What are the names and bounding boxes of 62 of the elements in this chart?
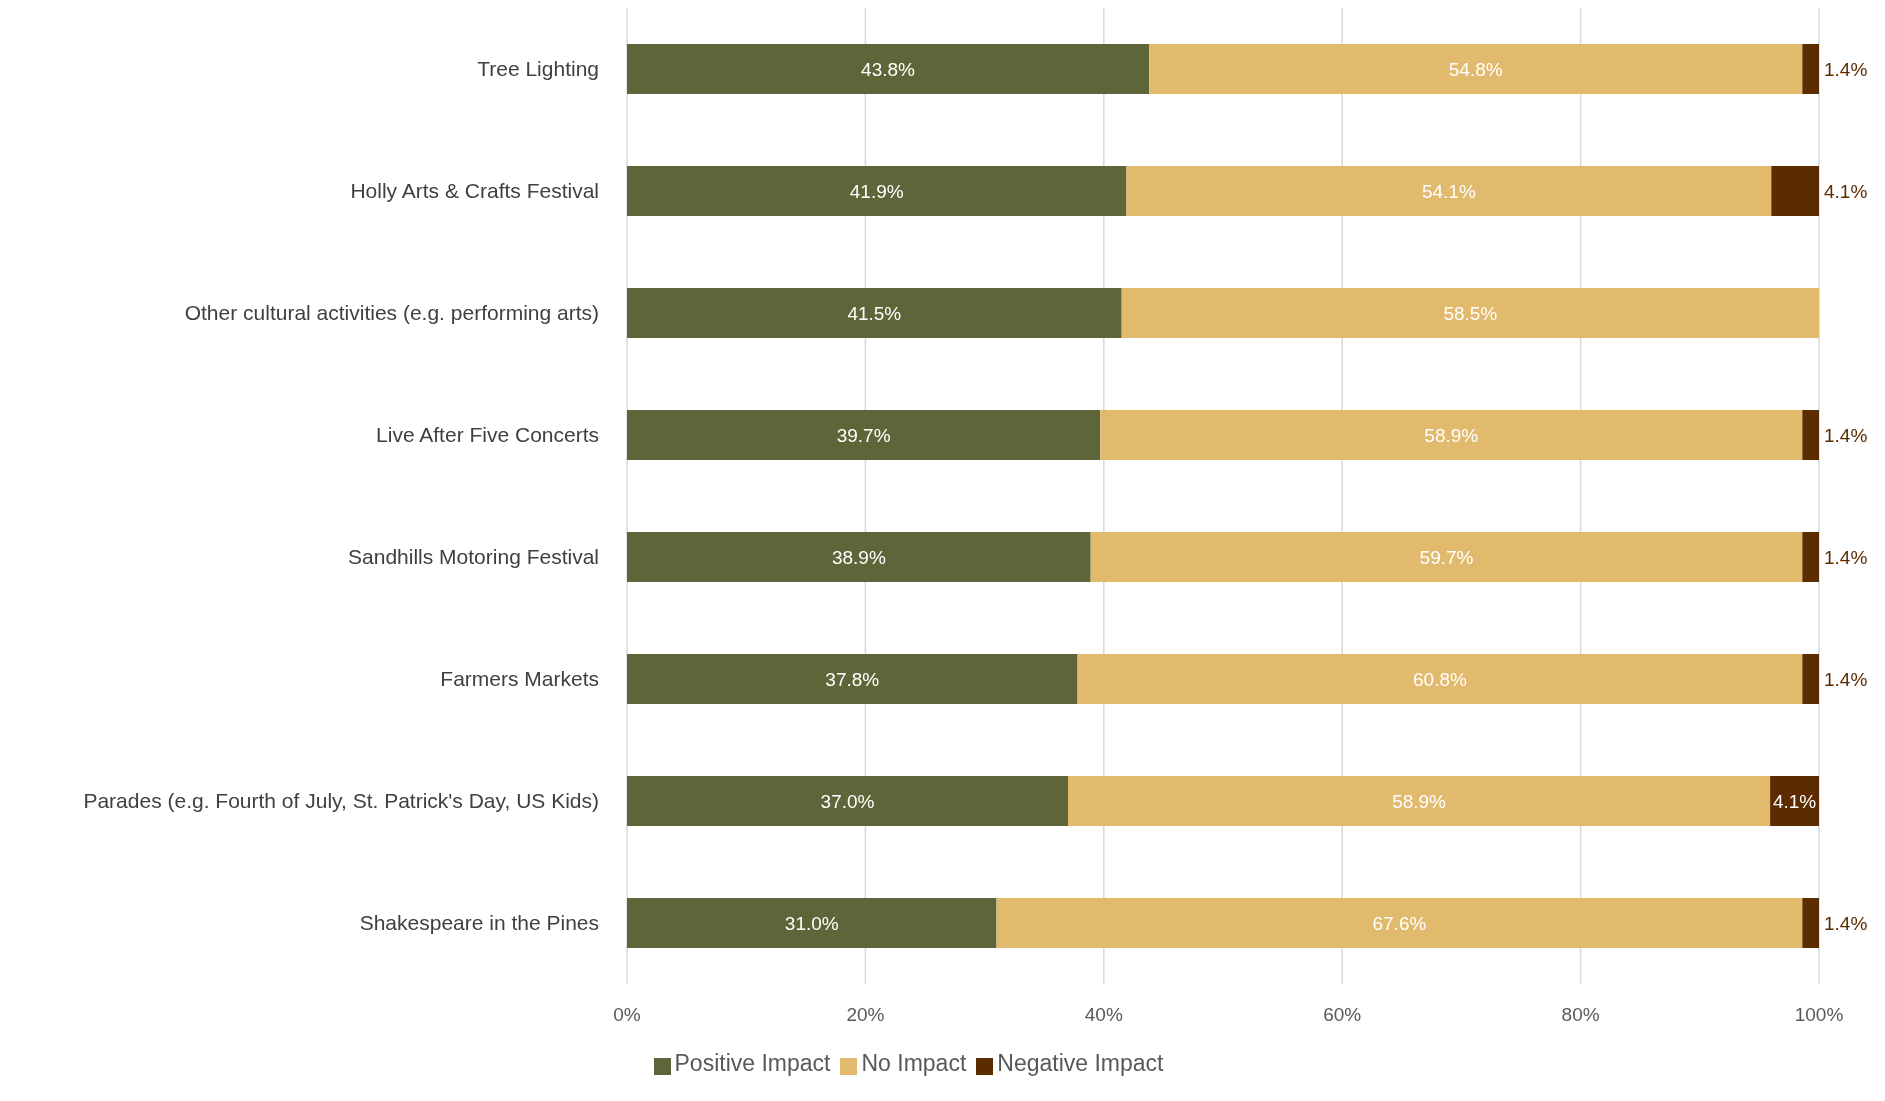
x-tick-label: 100% [1794, 1004, 1844, 1026]
y-tick-label: Parades (e.g. Fourth of July, St. Patrick's Day, US Kids) [83, 789, 599, 813]
y-tick-label: Live After Five Concerts [376, 423, 599, 447]
data-label: 67.6% [1372, 912, 1427, 934]
bar [1077, 654, 1803, 704]
bar [996, 898, 1803, 948]
bar [1802, 532, 1819, 582]
data-label: 41.5% [847, 302, 902, 324]
bar [1802, 44, 1819, 94]
legend-label: Positive Impact [674, 1050, 831, 1076]
x-tick-label: 80% [1561, 1004, 1600, 1026]
bar [1068, 776, 1771, 826]
bar [1149, 44, 1803, 94]
data-label: 1.4% [1824, 668, 1868, 690]
data-label: 1.4% [1824, 424, 1868, 446]
bar [627, 654, 1078, 704]
bar [627, 44, 1150, 94]
bar [1090, 532, 1803, 582]
bar [627, 776, 1069, 826]
bar [1802, 654, 1819, 704]
data-label: 37.8% [825, 668, 880, 690]
x-tick-label: 20% [846, 1004, 885, 1026]
data-label: 31.0% [784, 912, 839, 934]
y-tick-label: Sandhills Motoring Festival [348, 545, 599, 569]
bar [1100, 410, 1803, 460]
data-label: 39.7% [836, 424, 891, 446]
data-label: 41.9% [849, 180, 904, 202]
legend-label: No Impact [861, 1050, 967, 1076]
data-label: 59.7% [1419, 546, 1474, 568]
legend-label: Negative Impact [997, 1050, 1164, 1076]
data-label: 1.4% [1824, 912, 1868, 934]
data-label: 4.1% [1824, 180, 1868, 202]
data-label: 58.9% [1424, 424, 1479, 446]
data-label: 60.8% [1413, 668, 1467, 690]
data-label: 1.4% [1824, 58, 1868, 80]
y-tick-label: Other cultural activities (e.g. performing arts) [184, 301, 599, 325]
bar [1802, 410, 1819, 460]
data-label: 54.1% [1421, 180, 1476, 202]
bar [627, 288, 1122, 338]
bar [1802, 898, 1819, 948]
data-label: 43.8% [861, 58, 916, 80]
bar [627, 532, 1091, 582]
x-tick-label: 0% [613, 1004, 641, 1026]
y-tick-label: Tree Lighting [477, 57, 599, 81]
bar [1126, 166, 1772, 216]
data-label: 54.8% [1448, 58, 1503, 80]
y-tick-label: Shakespeare in the Pines [359, 911, 599, 935]
x-tick-label: 40% [1084, 1004, 1123, 1026]
data-label: 37.0% [820, 790, 875, 812]
data-label: 1.4% [1824, 546, 1868, 568]
data-label: 58.9% [1392, 790, 1447, 812]
bar [627, 166, 1127, 216]
bar [627, 410, 1101, 460]
bar [1771, 166, 1819, 216]
x-tick-label: 60% [1323, 1004, 1362, 1026]
bar [1121, 288, 1819, 338]
y-tick-label: Farmers Markets [440, 667, 599, 691]
bar [627, 898, 997, 948]
data-label: 38.9% [831, 546, 886, 568]
y-tick-label: Holly Arts & Crafts Festival [350, 179, 599, 203]
data-label: 4.1% [1772, 790, 1817, 812]
data-label: 58.5% [1443, 302, 1498, 324]
